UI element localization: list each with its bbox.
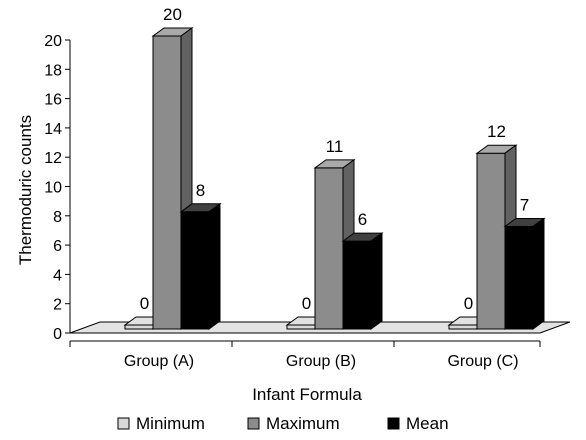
legend-label-minimum: Minimum bbox=[136, 414, 205, 433]
data-label-maximum: 11 bbox=[326, 137, 344, 156]
y-tick-label: 20 bbox=[44, 33, 62, 50]
data-label-minimum: 0 bbox=[302, 294, 311, 313]
y-tick-label: 2 bbox=[53, 297, 62, 314]
y-tick-label: 0 bbox=[53, 326, 62, 343]
legend-label-maximum: Maximum bbox=[266, 414, 340, 433]
legend: Minimum Maximum Mean bbox=[117, 414, 449, 433]
legend-swatch-maximum bbox=[247, 417, 260, 430]
y-axis-title: Thermoduric counts bbox=[16, 115, 35, 265]
data-label-mean: 6 bbox=[358, 210, 367, 229]
bar-mean-3 bbox=[503, 217, 546, 330]
data-label-mean: 7 bbox=[520, 195, 529, 214]
y-tick-label: 14 bbox=[44, 121, 62, 138]
data-label-minimum: 0 bbox=[140, 294, 149, 313]
x-axis-title: Infant Formula bbox=[252, 385, 362, 404]
data-label-minimum: 0 bbox=[464, 294, 473, 313]
data-label-mean: 8 bbox=[196, 181, 205, 200]
x-tick-label: Group (A) bbox=[124, 353, 194, 370]
y-tick-label: 6 bbox=[53, 238, 62, 255]
legend-label-mean: Mean bbox=[406, 414, 449, 433]
y-tick-label: 8 bbox=[53, 209, 62, 226]
x-tick-label: Group (C) bbox=[447, 353, 518, 370]
x-tick-label: Group (B) bbox=[286, 353, 356, 370]
bar-mean-1 bbox=[179, 202, 222, 330]
bar-mean-2 bbox=[341, 232, 384, 330]
legend-swatch-mean bbox=[387, 417, 400, 430]
data-label-maximum: 12 bbox=[487, 122, 506, 141]
data-label-maximum: 20 bbox=[163, 5, 182, 24]
y-tick-label: 18 bbox=[44, 62, 62, 79]
y-tick-label: 4 bbox=[53, 267, 62, 284]
y-tick-label: 12 bbox=[44, 150, 62, 167]
legend-swatch-minimum bbox=[117, 417, 130, 430]
y-tick-label: 16 bbox=[44, 92, 62, 109]
y-tick-label: 10 bbox=[44, 180, 62, 197]
bar-maximum-1 bbox=[151, 27, 194, 330]
